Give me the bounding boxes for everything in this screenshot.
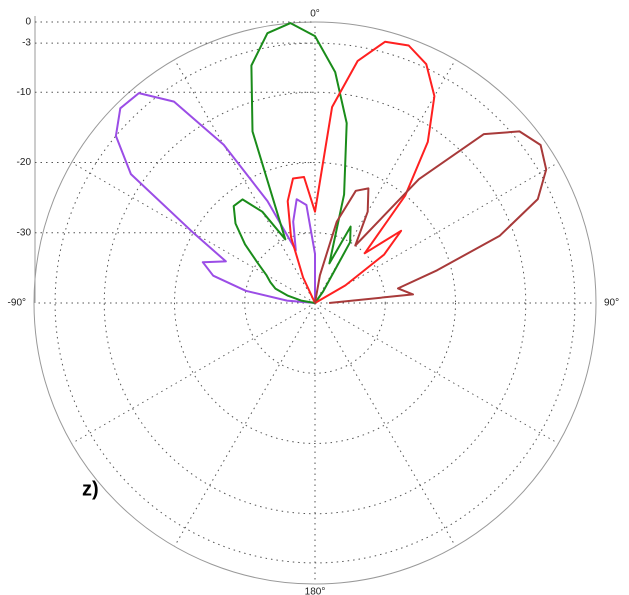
r-tick-label: -10	[17, 87, 32, 98]
theta-grid-line	[314, 302, 559, 444]
outer-circle	[33, 21, 597, 585]
r-tick-label: -3	[22, 38, 31, 49]
series-line	[114, 92, 316, 304]
theta-tick-label: 0°	[310, 9, 320, 20]
r-tick-label: -20	[17, 157, 32, 168]
series-line	[314, 130, 548, 304]
caption: z)	[82, 478, 99, 500]
theta-grid-line	[174, 59, 316, 304]
r-tick-label: -30	[17, 227, 32, 238]
theta-grid-line	[314, 302, 456, 547]
r-grid-circle	[103, 91, 527, 515]
series-line	[232, 22, 352, 304]
r-grid-circle	[244, 232, 386, 374]
theta-tick-label: -90°	[8, 298, 26, 309]
series-line	[286, 40, 436, 304]
theta-grid-line	[71, 302, 316, 444]
r-grid-circle	[54, 42, 576, 564]
theta-tick-label: 90°	[604, 298, 619, 309]
theta-grid-line	[174, 302, 316, 547]
r-grid-circle	[174, 162, 456, 444]
theta-tick-label: 180°	[305, 587, 326, 595]
r-tick-label: 0	[25, 17, 31, 28]
